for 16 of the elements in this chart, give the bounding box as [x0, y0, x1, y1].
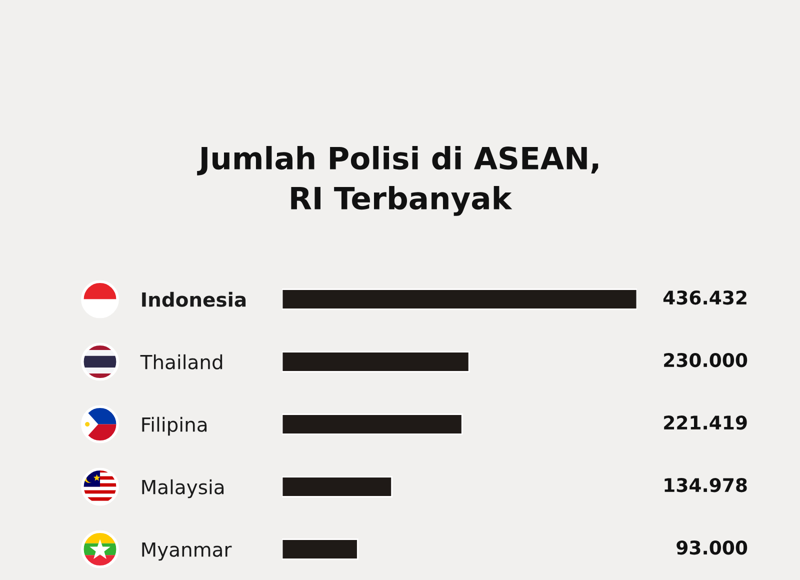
data-label: 93.000: [676, 540, 748, 555]
bar: [282, 476, 392, 498]
y-tick-label: Myanmar: [142, 542, 232, 561]
y-tick-label: Malaysia: [142, 479, 224, 498]
y-tick-label: Filipina: [142, 416, 207, 436]
data-label: 221.419: [664, 416, 747, 430]
bar: [282, 414, 463, 435]
data-label: 134.978: [664, 478, 747, 492]
bar: [282, 351, 470, 372]
y-tick-label: Thailand: [140, 354, 222, 370]
bar: [282, 538, 358, 560]
chart-title: Jumlah Polisi di ASEAN, RI Terbanyak: [197, 146, 598, 216]
bar: [282, 288, 637, 310]
y-tick-label: Indonesia: [142, 292, 246, 307]
data-label: 436.432: [663, 290, 746, 305]
data-label: 230.000: [664, 353, 748, 368]
